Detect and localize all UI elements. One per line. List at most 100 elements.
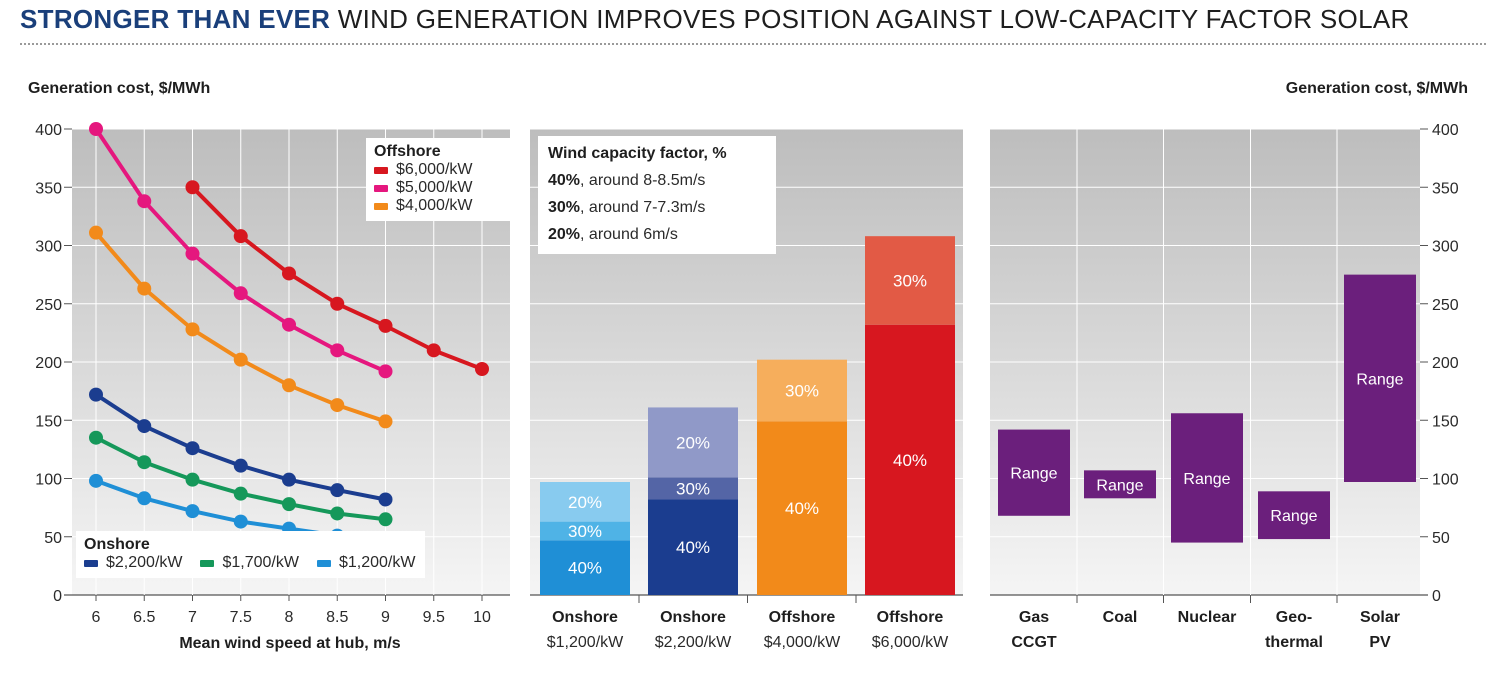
- bar-segment: [757, 421, 847, 595]
- legend-swatch: [374, 184, 388, 192]
- x-tick-label: 7: [188, 609, 197, 626]
- data-point: [185, 322, 200, 337]
- right-y-tick-label: 0: [1432, 588, 1441, 605]
- capacity-factor-entry: 40%, around 8-8.5m/s: [548, 167, 764, 194]
- data-point: [330, 398, 345, 413]
- bar-segment-label: 40%: [676, 538, 710, 557]
- data-point: [89, 473, 103, 488]
- legend-entry: $1,200/kW: [316, 554, 416, 572]
- x-tick-label: 8.5: [326, 609, 348, 626]
- bar-segment-label: 30%: [893, 271, 927, 290]
- legend-swatch: [316, 559, 331, 567]
- data-point: [282, 472, 296, 487]
- data-point: [185, 180, 200, 195]
- right-y-tick-label: 350: [1432, 180, 1459, 197]
- data-point: [233, 229, 248, 244]
- bar-segment-label: 30%: [568, 522, 602, 541]
- right-y-tick-label: 50: [1432, 530, 1450, 547]
- data-point: [185, 441, 200, 456]
- legend-label: $5,000/kW: [396, 179, 473, 196]
- left-y-tick-label: 200: [35, 355, 62, 372]
- capacity-factor-legend-title: Wind capacity factor, %: [548, 145, 727, 162]
- data-point: [330, 343, 345, 358]
- legend-label: $6,000/kW: [396, 161, 473, 178]
- chart-title: STRONGER THAN EVER WIND GENERATION IMPRO…: [20, 4, 1410, 34]
- data-point: [137, 194, 152, 209]
- range-bar: [998, 429, 1070, 516]
- x-tick-label: 7.5: [230, 609, 252, 626]
- data-point: [185, 246, 200, 261]
- bar-segment-label: 30%: [785, 382, 819, 401]
- legend-label: $2,200/kW: [106, 554, 183, 571]
- right-y-tick-label: 300: [1432, 239, 1459, 256]
- category-label: Nuclear: [1178, 609, 1237, 626]
- x-tick-label: 9: [381, 609, 390, 626]
- legend-swatch: [374, 166, 388, 174]
- data-point: [89, 122, 103, 136]
- left-y-axis-label: Generation cost, $/MWh: [28, 80, 211, 97]
- data-point: [185, 472, 200, 487]
- right-y-tick-label: 400: [1432, 122, 1459, 139]
- bar-segment-label: 20%: [676, 433, 710, 452]
- bar-segment-label: 20%: [568, 493, 602, 512]
- capacity-factor-value: 30%: [548, 199, 581, 216]
- bar-segment: [648, 499, 738, 595]
- legend-entry: $4,000/kW: [374, 197, 510, 215]
- category-label: Onshore: [660, 609, 726, 626]
- bar-segment: [865, 236, 955, 325]
- x-tick-label: 6.5: [133, 609, 155, 626]
- data-point: [89, 225, 103, 240]
- category-label: Offshore: [877, 609, 944, 626]
- category-label: Solar: [1360, 609, 1400, 626]
- bar-segment: [540, 481, 630, 522]
- x-tick-label: 10: [473, 609, 491, 626]
- data-point: [185, 504, 200, 519]
- capacity-factor-value: 20%: [548, 226, 581, 243]
- category-label-line2: CCGT: [1011, 634, 1057, 651]
- capacity-factor-description: , around 7-7.3m/s: [580, 199, 706, 216]
- x-axis-label: Mean wind speed at hub, m/s: [179, 635, 400, 652]
- onshore-legend: Onshore $2,200/kW $1,700/kW $1,200/kW: [76, 531, 426, 578]
- bar-segment: [648, 407, 738, 478]
- left-y-tick-label: 250: [35, 297, 62, 314]
- legend-entry: $5,000/kW: [374, 179, 510, 197]
- chart-title-rest: WIND GENERATION IMPROVES POSITION AGAINS…: [337, 4, 1410, 34]
- data-point: [378, 318, 393, 333]
- bar-segment-label: 30%: [676, 479, 710, 498]
- category-label: Offshore: [769, 609, 836, 626]
- data-point: [137, 491, 152, 506]
- data-point: [378, 492, 393, 507]
- data-point: [282, 497, 296, 512]
- legend-entry: $2,200/kW: [84, 554, 182, 572]
- legend-label: $1,200/kW: [338, 554, 416, 571]
- bar-segment: [865, 324, 955, 595]
- data-point: [233, 286, 248, 301]
- chart-title-bold: STRONGER THAN EVER: [20, 4, 331, 34]
- x-tick-label: 6: [92, 609, 101, 626]
- range-bar-label: Range: [1010, 466, 1057, 483]
- range-bar-label: Range: [1183, 471, 1230, 488]
- capacity-factor-entry: 20%, around 6m/s: [548, 221, 764, 248]
- bar-segment: [540, 521, 630, 541]
- data-point: [233, 514, 248, 529]
- legend-label: $4,000/kW: [396, 197, 473, 214]
- bar-segment: [648, 477, 738, 500]
- data-point: [475, 361, 489, 376]
- x-tick-label: 8: [285, 609, 294, 626]
- legend-label: $1,700/kW: [222, 554, 299, 571]
- bar-segment-label: 40%: [785, 499, 819, 518]
- data-point: [233, 352, 248, 367]
- data-point: [330, 483, 345, 498]
- right-y-tick-label: 200: [1432, 355, 1459, 372]
- range-bar-label: Range: [1270, 508, 1317, 525]
- range-bar: [1084, 470, 1156, 499]
- data-point: [378, 364, 393, 379]
- data-point: [282, 317, 296, 332]
- right-y-axis-label: Generation cost, $/MWh: [1285, 80, 1468, 97]
- data-point: [426, 343, 441, 358]
- range-bar: [1171, 413, 1243, 543]
- legend-entry: $6,000/kW: [374, 161, 510, 179]
- data-point: [378, 512, 393, 527]
- category-label-line2: PV: [1369, 634, 1391, 651]
- data-point: [330, 296, 345, 311]
